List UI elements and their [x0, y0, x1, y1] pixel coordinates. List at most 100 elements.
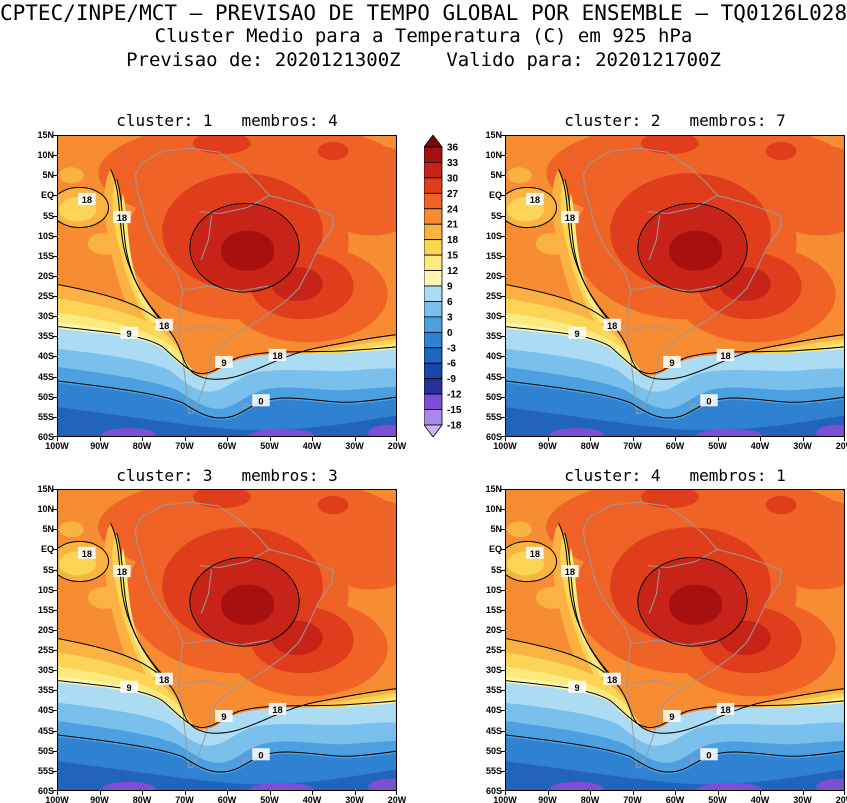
svg-text:9: 9: [221, 358, 226, 368]
lon-tick-label: 70W: [175, 441, 194, 451]
lon-tick-mark: [57, 791, 58, 795]
lat-tick-label: 50S: [485, 391, 502, 402]
lat-tick-label: 60S: [37, 786, 54, 796]
lat-tick-mark: [501, 175, 505, 177]
lat-tick-mark: [53, 175, 57, 177]
lat-tick-label: EQ: [40, 544, 54, 555]
svg-text:18: 18: [159, 321, 169, 331]
lat-tick-label: 55S: [485, 411, 502, 422]
svg-text:0: 0: [706, 750, 711, 760]
lat-tick-mark: [53, 316, 57, 318]
lon-tick-mark: [505, 791, 506, 795]
lon-tick-label: 20W: [835, 441, 847, 451]
lat-tick-label: 60S: [485, 432, 502, 442]
lon-tick-mark: [57, 437, 58, 441]
lat-tick-mark: [501, 690, 505, 692]
lat-tick-mark: [501, 650, 505, 652]
lat-tick-mark: [501, 356, 505, 358]
title-line-1: CPTEC/INPE/MCT — PREVISAO DE TEMPO GLOBA…: [0, 1, 847, 25]
svg-text:-18: -18: [447, 421, 462, 432]
lat-tick-label: 45S: [485, 725, 502, 736]
svg-text:-6: -6: [447, 359, 456, 370]
lat-tick-mark: [53, 730, 57, 732]
lat-tick-label: 45S: [485, 371, 502, 382]
lat-tick-mark: [501, 609, 505, 611]
svg-text:9: 9: [669, 712, 674, 722]
lat-tick-mark: [501, 195, 505, 197]
lon-tick-label: 80W: [580, 441, 600, 451]
svg-text:0: 0: [258, 396, 263, 406]
lat-tick-label: 30S: [37, 311, 54, 322]
lat-tick-mark: [501, 569, 505, 571]
svg-text:9: 9: [127, 329, 132, 339]
lon-tick-label: 100W: [45, 441, 69, 451]
lat-tick-label: 40S: [485, 705, 502, 716]
lon-tick-mark: [547, 437, 549, 441]
lat-tick-mark: [501, 529, 505, 531]
lat-tick-label: 15N: [37, 130, 54, 140]
lat-tick-mark: [501, 750, 505, 752]
lat-tick-label: 25S: [485, 645, 502, 656]
lon-tick-mark: [590, 437, 591, 441]
lon-tick-mark: [717, 791, 719, 795]
lat-tick-mark: [501, 296, 505, 298]
temperature-map-cluster-3: 18 18 18 18 9 9 0: [57, 489, 397, 791]
lon-tick-mark: [632, 437, 634, 441]
svg-text:18: 18: [447, 235, 459, 246]
svg-text:18: 18: [565, 567, 575, 577]
lat-tick-label: EQ: [488, 544, 502, 555]
panel-title-cluster-1: cluster: 1 membros: 4: [116, 111, 338, 130]
lat-tick-mark: [501, 376, 505, 378]
lat-tick-label: 10S: [485, 230, 502, 241]
lat-tick-mark: [53, 336, 57, 338]
lat-tick-label: 40S: [485, 351, 502, 362]
title-line-3: Previsao de: 2020121300Z Valido para: 20…: [126, 48, 721, 71]
lat-tick-label: 10S: [37, 230, 54, 241]
panel-title-cluster-3: cluster: 3 membros: 3: [116, 466, 338, 485]
map-panel-cluster-4: 18 18 18 18 9 9 0 15N 10N 5N EQ 5S 10S 15S 20S 25S 30…: [485, 484, 847, 803]
lon-tick-label: 70W: [623, 795, 642, 803]
lat-tick-mark: [53, 549, 57, 551]
lon-tick-mark: [269, 437, 271, 441]
lon-tick-label: 80W: [580, 795, 600, 803]
lat-tick-label: 30S: [485, 665, 502, 676]
svg-text:15: 15: [447, 251, 459, 262]
lat-tick-label: 30S: [37, 665, 54, 676]
svg-text:18: 18: [720, 705, 730, 715]
lon-tick-label: 40W: [302, 441, 322, 451]
svg-text:-3: -3: [447, 343, 456, 354]
lon-tick-mark: [269, 791, 271, 795]
lat-tick-label: 15N: [485, 484, 502, 494]
lat-tick-mark: [501, 770, 505, 772]
temperature-map-cluster-1: 18 18 18 18 9 9 0: [57, 135, 397, 437]
title-line-2: Cluster Medio para a Temperatura (C) em …: [154, 25, 693, 48]
lon-tick-label: 100W: [45, 795, 69, 803]
lat-tick-label: 55S: [37, 411, 54, 422]
lat-tick-mark: [501, 135, 505, 136]
lon-tick-mark: [184, 791, 186, 795]
svg-text:18: 18: [82, 549, 92, 559]
lat-tick-label: 35S: [485, 331, 502, 342]
lon-tick-label: 50W: [708, 795, 727, 803]
lat-tick-label: 25S: [37, 645, 54, 656]
svg-text:9: 9: [221, 712, 226, 722]
lat-tick-label: 20S: [37, 624, 54, 635]
lat-tick-mark: [53, 155, 57, 157]
lat-tick-mark: [501, 235, 505, 237]
lon-tick-label: 70W: [623, 441, 642, 451]
svg-text:0: 0: [258, 750, 263, 760]
lon-tick-mark: [675, 791, 676, 795]
map-panel-cluster-2: 18 18 18 18 9 9 0 15N 10N 5N EQ 5S 10S 15S 20S 25S 30…: [485, 130, 847, 451]
lat-tick-mark: [501, 316, 505, 318]
lon-tick-mark: [354, 437, 356, 441]
lat-tick-mark: [501, 416, 505, 418]
lat-tick-mark: [501, 549, 505, 551]
svg-text:6: 6: [447, 297, 453, 308]
lon-tick-mark: [760, 437, 761, 441]
temperature-map-cluster-2: 18 18 18 18 9 9 0: [505, 135, 845, 437]
lat-tick-label: 45S: [37, 371, 54, 382]
lat-tick-mark: [53, 650, 57, 652]
lat-tick-mark: [501, 670, 505, 672]
lat-tick-label: 50S: [37, 391, 54, 402]
